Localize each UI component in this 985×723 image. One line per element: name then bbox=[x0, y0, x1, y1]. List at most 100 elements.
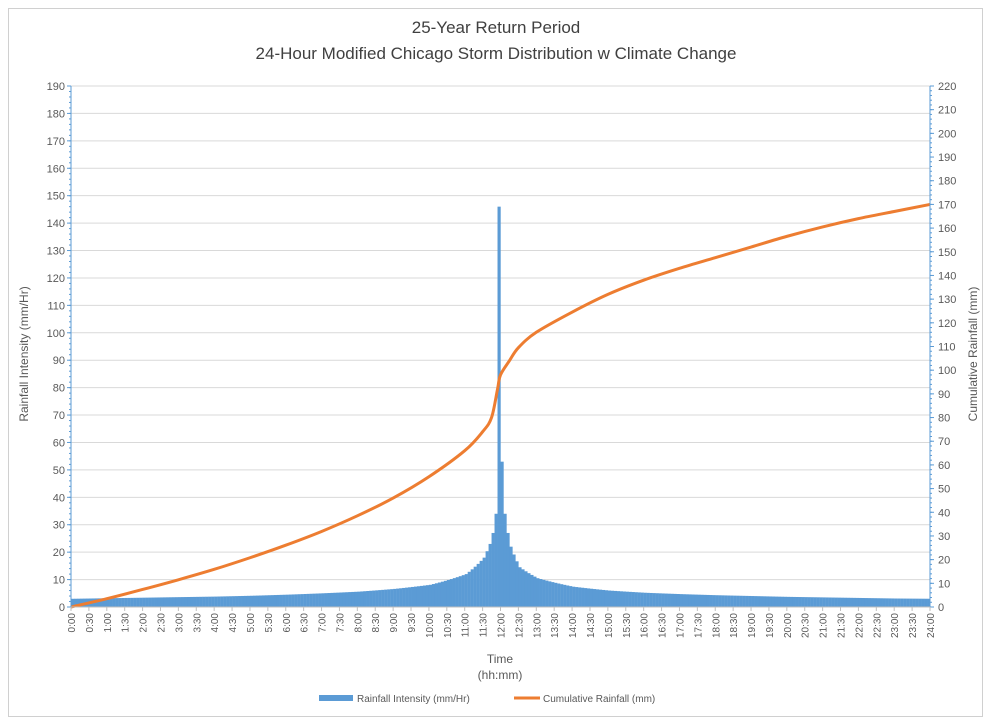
intensity-bar bbox=[691, 594, 694, 607]
y-left-tick-label: 170 bbox=[47, 136, 65, 148]
x-tick-label: 3:30 bbox=[192, 613, 203, 633]
intensity-bar bbox=[912, 599, 915, 607]
intensity-bar bbox=[387, 589, 390, 607]
intensity-bar bbox=[283, 595, 286, 607]
intensity-bar bbox=[575, 587, 578, 607]
intensity-bar bbox=[223, 596, 226, 607]
intensity-bar bbox=[501, 462, 504, 607]
intensity-bar bbox=[635, 592, 638, 607]
x-tick-label: 22:30 bbox=[872, 613, 883, 638]
x-tick-label: 17:00 bbox=[675, 613, 686, 638]
y-right-tick-label: 190 bbox=[938, 152, 956, 164]
intensity-bar bbox=[718, 595, 721, 607]
chart-subtitle: 24-Hour Modified Chicago Storm Distribut… bbox=[256, 44, 737, 63]
intensity-bar bbox=[861, 598, 864, 607]
intensity-bar bbox=[748, 596, 751, 607]
chart-title: 25-Year Return Period bbox=[412, 18, 581, 37]
intensity-bar bbox=[823, 597, 826, 607]
intensity-bar bbox=[134, 598, 137, 607]
intensity-bar bbox=[754, 596, 757, 607]
x-tick-label: 17:30 bbox=[693, 613, 704, 638]
intensity-bar bbox=[229, 596, 232, 607]
intensity-bar bbox=[897, 599, 900, 607]
y-right-tick-label: 170 bbox=[938, 199, 956, 211]
x-tick-label: 20:00 bbox=[783, 613, 794, 638]
intensity-bar bbox=[178, 597, 181, 607]
y-right-tick-label: 70 bbox=[938, 436, 950, 448]
intensity-bar bbox=[527, 573, 530, 607]
intensity-bar bbox=[420, 586, 423, 607]
intensity-bar bbox=[402, 588, 405, 607]
intensity-bar bbox=[832, 598, 835, 607]
intensity-bar bbox=[518, 567, 521, 607]
y-right-tick-label: 150 bbox=[938, 247, 956, 259]
x-tick-label: 24:00 bbox=[926, 613, 937, 638]
y-right-tick-label: 90 bbox=[938, 389, 950, 401]
intensity-bar bbox=[453, 578, 456, 607]
intensity-bar bbox=[882, 598, 885, 607]
y-left-axis-title: Rainfall Intensity (mm/Hr) bbox=[17, 286, 31, 421]
intensity-bar bbox=[214, 597, 217, 607]
intensity-bar bbox=[727, 595, 730, 607]
intensity-bar bbox=[530, 575, 533, 607]
intensity-bar bbox=[226, 596, 229, 607]
x-tick-label: 2:30 bbox=[156, 613, 167, 633]
intensity-bar bbox=[322, 593, 325, 607]
x-tick-label: 18:00 bbox=[711, 613, 722, 638]
y-right-tick-label: 50 bbox=[938, 484, 950, 496]
intensity-bar bbox=[429, 585, 432, 607]
chart-svg: 25-Year Return Period 24-Hour Modified C… bbox=[9, 9, 984, 718]
intensity-bar bbox=[835, 598, 838, 607]
intensity-bar bbox=[369, 591, 372, 607]
x-tick-label: 1:30 bbox=[121, 613, 132, 633]
x-tick-label: 5:30 bbox=[264, 613, 275, 633]
intensity-bar bbox=[903, 599, 906, 607]
intensity-bar bbox=[849, 598, 852, 607]
intensity-bar bbox=[375, 590, 378, 607]
intensity-bar bbox=[238, 596, 241, 607]
intensity-bar bbox=[342, 592, 345, 607]
intensity-bar bbox=[486, 551, 489, 607]
intensity-bar bbox=[190, 597, 193, 607]
intensity-bar bbox=[566, 585, 569, 607]
intensity-bar bbox=[769, 596, 772, 607]
intensity-bar bbox=[852, 598, 855, 607]
intensity-bar bbox=[292, 594, 295, 607]
intensity-bar bbox=[787, 597, 790, 607]
intensity-bar bbox=[286, 595, 289, 607]
x-tick-label: 9:30 bbox=[407, 613, 418, 633]
intensity-bar bbox=[325, 593, 328, 607]
intensity-bar bbox=[360, 591, 363, 607]
intensity-bar bbox=[784, 597, 787, 607]
intensity-bar bbox=[468, 572, 471, 607]
intensity-bar bbox=[673, 594, 676, 607]
y-left-tick-label: 80 bbox=[53, 383, 65, 395]
intensity-bar bbox=[157, 597, 160, 607]
intensity-bar bbox=[560, 584, 563, 607]
x-tick-label: 3:00 bbox=[174, 613, 185, 633]
intensity-bar bbox=[924, 599, 927, 607]
intensity-bar bbox=[778, 597, 781, 607]
intensity-bar bbox=[894, 598, 897, 607]
intensity-bar bbox=[647, 593, 650, 607]
y-right-tick-label: 220 bbox=[938, 81, 956, 93]
y-left-tick-label: 60 bbox=[53, 437, 65, 449]
intensity-bar bbox=[187, 597, 190, 607]
intensity-bar bbox=[906, 599, 909, 607]
y-right-tick-label: 60 bbox=[938, 460, 950, 472]
intensity-bar bbox=[241, 596, 244, 607]
x-tick-label: 21:00 bbox=[819, 613, 830, 638]
y-left-tick-label: 140 bbox=[47, 218, 65, 230]
x-tick-label: 7:30 bbox=[335, 613, 346, 633]
intensity-bar bbox=[548, 581, 551, 607]
intensity-bar bbox=[581, 588, 584, 607]
intensity-bar bbox=[808, 597, 811, 607]
x-tick-label: 14:30 bbox=[586, 613, 597, 638]
intensity-bar bbox=[703, 595, 706, 607]
intensity-bar bbox=[900, 599, 903, 607]
intensity-bar bbox=[515, 561, 518, 607]
intensity-bar bbox=[682, 594, 685, 607]
y-right-tick-label: 10 bbox=[938, 578, 950, 590]
intensity-bar bbox=[208, 597, 211, 607]
intensity-bar bbox=[641, 593, 644, 607]
